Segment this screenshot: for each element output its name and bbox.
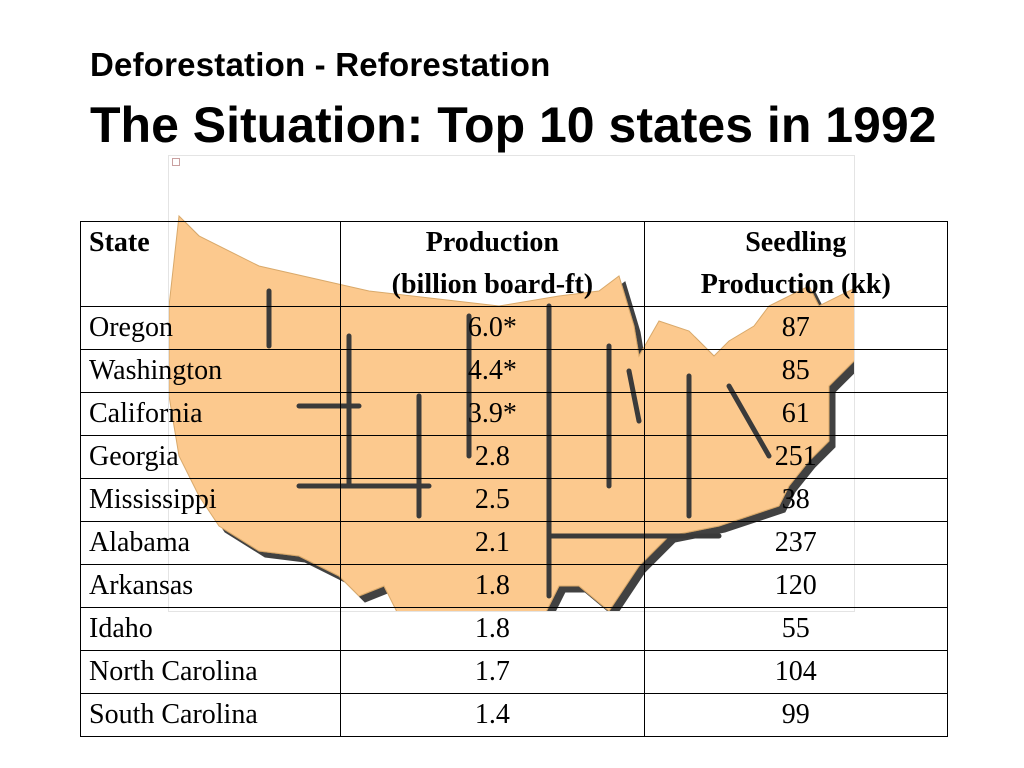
seedling-cell: 85 bbox=[643, 349, 949, 393]
production-cell: 2.8 bbox=[340, 435, 645, 479]
state-cell: Georgia bbox=[79, 435, 342, 479]
slide-subtitle: Deforestation - Reforestation bbox=[90, 46, 551, 83]
table-row: Washington 4.4* 85 bbox=[79, 349, 949, 393]
seedling-cell: 61 bbox=[643, 392, 949, 436]
state-cell: Mississippi bbox=[79, 478, 342, 522]
state-cell: California bbox=[79, 392, 342, 436]
state-cell: Arkansas bbox=[79, 564, 342, 608]
slide-title: The Situation: Top 10 states in 1992 bbox=[90, 97, 937, 153]
state-cell: Idaho bbox=[79, 607, 342, 651]
table-row: California 3.9* 61 bbox=[79, 392, 949, 436]
seedling-cell: 38 bbox=[643, 478, 949, 522]
production-cell: 6.0* bbox=[340, 306, 645, 350]
seedling-cell: 104 bbox=[643, 650, 949, 694]
table-row: Oregon 6.0* 87 bbox=[79, 306, 949, 350]
seedling-cell: 120 bbox=[643, 564, 949, 608]
seedling-cell: 251 bbox=[643, 435, 949, 479]
production-cell: 1.7 bbox=[340, 650, 645, 694]
header-seedling: Seedling Production (kk) bbox=[643, 221, 949, 307]
production-cell: 1.4 bbox=[340, 693, 645, 737]
table-row: Alabama 2.1 237 bbox=[79, 521, 949, 565]
production-cell: 3.9* bbox=[340, 392, 645, 436]
seedling-cell: 55 bbox=[643, 607, 949, 651]
state-cell: North Carolina bbox=[79, 650, 342, 694]
header-production-line1: Production bbox=[425, 227, 560, 258]
table-row: Arkansas 1.8 120 bbox=[79, 564, 949, 608]
production-cell: 1.8 bbox=[340, 607, 645, 651]
state-cell: Washington bbox=[79, 349, 342, 393]
production-table: State Production (billion board-ft) Seed… bbox=[79, 221, 949, 737]
state-cell: South Carolina bbox=[79, 693, 342, 737]
broken-image-icon bbox=[172, 158, 180, 166]
header-seedling-line2: Production (kk) bbox=[700, 269, 891, 300]
table-header-row: State Production (billion board-ft) Seed… bbox=[79, 221, 949, 307]
seedling-cell: 87 bbox=[643, 306, 949, 350]
header-production-line2: (billion board-ft) bbox=[391, 269, 594, 300]
header-state-label: State bbox=[89, 227, 150, 258]
seedling-cell: 237 bbox=[643, 521, 949, 565]
table-row: South Carolina 1.4 99 bbox=[79, 693, 949, 737]
production-cell: 1.8 bbox=[340, 564, 645, 608]
table-row: Mississippi 2.5 38 bbox=[79, 478, 949, 522]
header-state: State bbox=[79, 221, 342, 307]
seedling-cell: 99 bbox=[643, 693, 949, 737]
header-production: Production (billion board-ft) bbox=[340, 221, 645, 307]
state-cell: Alabama bbox=[79, 521, 342, 565]
state-cell: Oregon bbox=[79, 306, 342, 350]
production-cell: 2.5 bbox=[340, 478, 645, 522]
production-cell: 2.1 bbox=[340, 521, 645, 565]
table-row: Georgia 2.8 251 bbox=[79, 435, 949, 479]
production-cell: 4.4* bbox=[340, 349, 645, 393]
header-seedling-line1: Seedling bbox=[745, 227, 847, 258]
table-row: Idaho 1.8 55 bbox=[79, 607, 949, 651]
table-row: North Carolina 1.7 104 bbox=[79, 650, 949, 694]
